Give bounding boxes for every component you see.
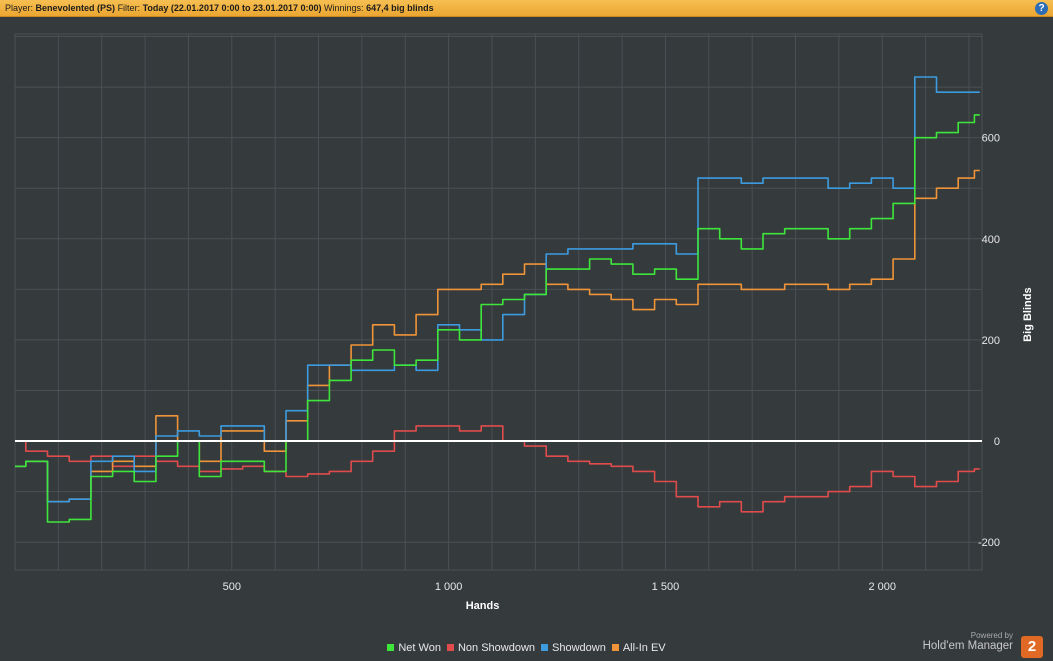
legend-swatch [611, 644, 619, 651]
legend-label: All-In EV [622, 642, 666, 654]
branding: Powered by Hold'em Manager [923, 631, 1013, 652]
y-tick-label: 200 [982, 335, 1000, 347]
y-tick-label: -200 [978, 537, 1000, 549]
series-line-non-showdown [15, 425, 980, 513]
x-tick-label: 1 500 [652, 581, 680, 593]
x-tick-label: 2 000 [868, 581, 896, 593]
player-value: Benevolented (PS) [35, 3, 116, 13]
winnings-label: Winnings: [324, 3, 364, 13]
winnings-value: 647,4 big blinds [366, 3, 434, 13]
legend-item-net-won[interactable]: Net Won [387, 642, 441, 654]
hm2-logo-icon: 2 [1021, 636, 1043, 658]
filter-label: Filter: [117, 3, 141, 13]
legend-label: Non Showdown [457, 642, 536, 654]
player-label: Player: [5, 3, 34, 13]
help-icon[interactable]: ? [1035, 2, 1048, 15]
legend-swatch [387, 644, 395, 651]
filter-value: Today (22.01.2017 0:00 to 23.01.2017 0:0… [142, 3, 322, 13]
plot-area [14, 33, 983, 571]
y-tick-label: 600 [982, 133, 1000, 145]
legend-item-non-showdown[interactable]: Non Showdown [446, 642, 536, 654]
legend-label: Showdown [552, 642, 606, 654]
y-axis-title: Big Blinds [1022, 287, 1034, 341]
graph-chart: 500 1 000 1 500 2 000 -200 0 200 400 600 Hands Big… [14, 33, 1034, 612]
filter-header-bar: Player: Benevolented (PS) Filter: Today … [0, 0, 1053, 17]
y-tick-label: 0 [994, 436, 1000, 448]
series-line-all-in-ev [15, 169, 980, 503]
product-name: Hold'em Manager [922, 640, 1013, 652]
chart-legend: Net Won Non Showdown Showdown All-In EV [0, 642, 1053, 654]
x-tick-label: 500 [223, 581, 241, 593]
legend-swatch [541, 644, 549, 651]
legend-swatch [446, 644, 454, 651]
series-line-net-won [15, 114, 980, 523]
x-axis-title: Hands [466, 600, 500, 612]
x-tick-label: 1 000 [435, 581, 463, 593]
y-tick-label: 400 [982, 234, 1000, 246]
legend-item-all-in-ev[interactable]: All-In EV [611, 642, 666, 654]
legend-item-showdown[interactable]: Showdown [541, 642, 606, 654]
powered-by-text: Powered by [970, 631, 1013, 640]
legend-label: Net Won [398, 642, 441, 654]
